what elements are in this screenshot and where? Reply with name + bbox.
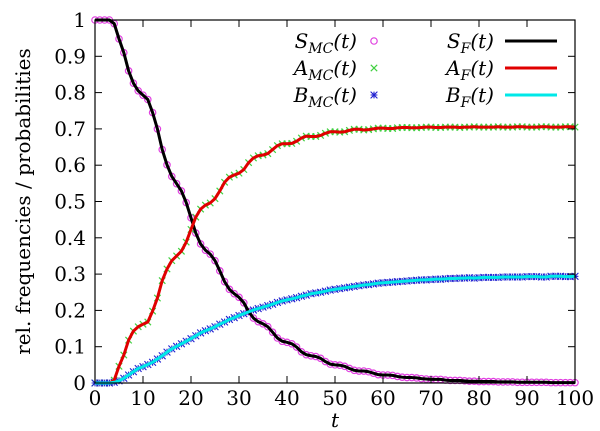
series-line-b-f-t <box>95 274 576 385</box>
data-point-s-mc-t <box>240 298 248 307</box>
x-tick-label: 30 <box>226 386 251 410</box>
data-point-s-mc-t <box>201 246 210 254</box>
y-axis-label: rel. frequencies / probabilities <box>11 48 35 355</box>
data-point-s-mc-t <box>134 86 143 95</box>
x-tick-label: 0 <box>89 386 102 410</box>
data-point-s-mc-t <box>172 179 181 188</box>
legend-label: BF(t) <box>445 83 494 111</box>
y-tick-label: 0.8 <box>54 81 86 105</box>
y-tick-label: 0.9 <box>54 44 86 68</box>
data-point-s-mc-t <box>292 343 301 351</box>
legend-swatch-marker <box>370 91 378 99</box>
y-tick-label: 0 <box>73 371 86 395</box>
x-axis-label: t <box>331 408 340 431</box>
x-tick-label: 10 <box>130 386 155 410</box>
y-tick-label: 0.6 <box>54 153 86 177</box>
data-point-s-mc-t <box>225 285 234 294</box>
series-layer <box>91 16 579 387</box>
data-point-s-mc-t <box>139 91 147 99</box>
data-point-s-mc-t <box>235 293 243 302</box>
legend-swatch-marker <box>370 37 378 45</box>
x-tick-label: 80 <box>466 386 491 410</box>
y-tick-label: 0.5 <box>54 190 86 214</box>
x-tick-label: 70 <box>418 386 443 410</box>
data-point-s-mc-t <box>206 250 215 258</box>
y-tick-label: 0.4 <box>54 226 86 250</box>
y-tick-label: 0.2 <box>54 298 86 322</box>
data-point-s-mc-t <box>230 289 239 298</box>
x-tick-label: 40 <box>274 386 299 410</box>
x-tick-label: 90 <box>514 386 539 410</box>
data-point-s-mc-t <box>263 322 272 331</box>
data-point-s-mc-t <box>249 314 258 322</box>
legend-label: BMC(t) <box>293 83 357 111</box>
x-tick-label: 20 <box>178 386 203 410</box>
y-tick-label: 0.1 <box>54 335 86 359</box>
legend-label: SMC(t) <box>295 29 357 57</box>
x-tick-label: 50 <box>322 386 347 410</box>
y-tick-label: 0.3 <box>54 262 86 286</box>
data-point-s-mc-t <box>268 328 277 336</box>
legend-swatch-marker <box>370 64 378 72</box>
series-line-a-f-t <box>95 125 576 385</box>
y-tick-label: 1 <box>73 8 86 32</box>
axes <box>94 19 576 384</box>
tick-labels: 0 10 20 30 40 50 60 70 80 90 100 0 0.1 0.2 0.3 0.4 0.5 0.… <box>54 8 594 410</box>
y-tick-label: 0.7 <box>54 117 86 141</box>
legend: SMC(t)AMC(t)BMC(t) SF(t)AF(t)BF(t) <box>292 29 557 111</box>
legend-label: AF(t) <box>444 56 494 84</box>
series-line-s-f-t <box>95 18 575 385</box>
legend-label: AMC(t) <box>292 56 357 84</box>
legend-label: SF(t) <box>447 29 494 57</box>
x-tick-label: 60 <box>370 386 395 410</box>
x-tick-label: 100 <box>556 386 594 410</box>
